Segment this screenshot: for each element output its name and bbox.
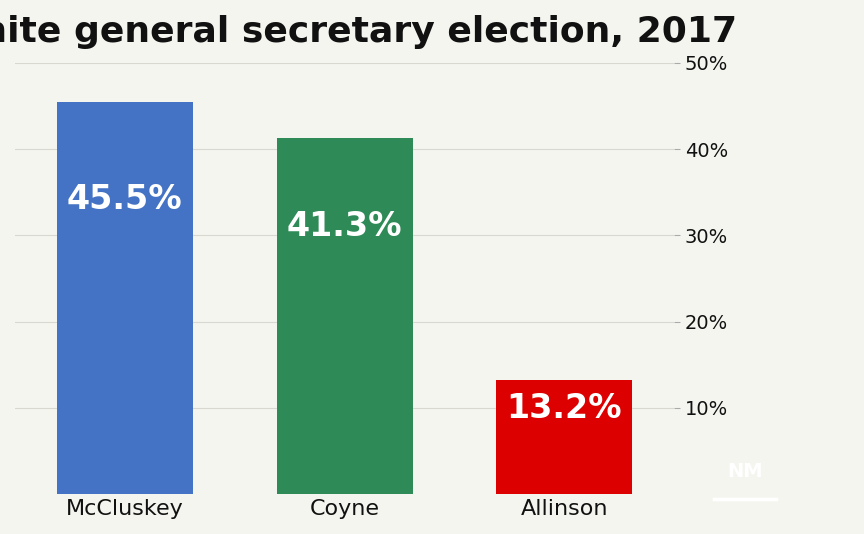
- Bar: [57, 101, 193, 494]
- Title: Unite general secretary election, 2017: Unite general secretary election, 2017: [0, 15, 737, 49]
- Bar: [276, 138, 413, 494]
- Bar: [496, 380, 632, 494]
- Text: 13.2%: 13.2%: [506, 392, 622, 425]
- Text: NM: NM: [727, 462, 763, 481]
- Text: 45.5%: 45.5%: [67, 183, 182, 216]
- Text: 41.3%: 41.3%: [287, 210, 403, 244]
